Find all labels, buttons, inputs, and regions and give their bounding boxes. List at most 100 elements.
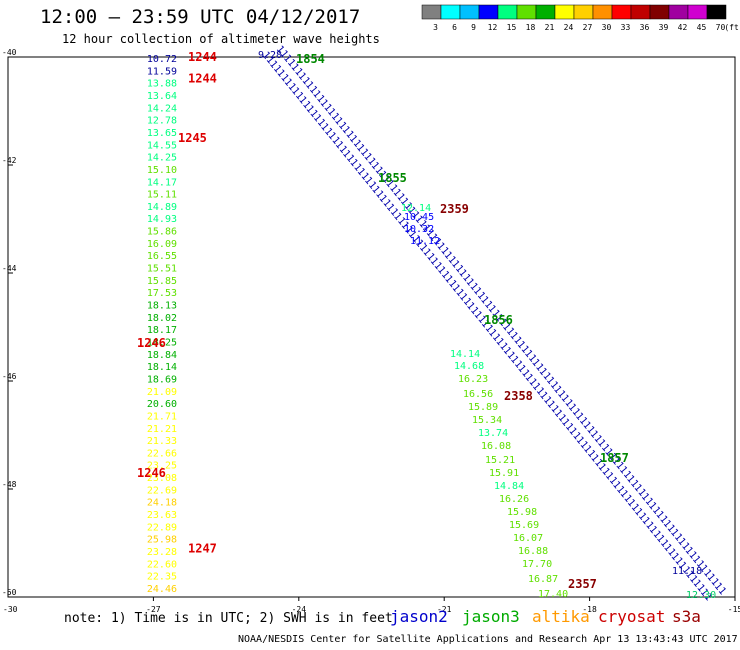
legend-swatch	[668, 4, 689, 20]
time-label-s3a: 2358	[504, 389, 533, 403]
time-label-jason3: 1856	[484, 313, 513, 327]
x-tick-label: -18	[582, 605, 597, 614]
data-point-jason3: 15.34	[472, 415, 502, 426]
data-point-jason2: 17.53	[147, 288, 177, 299]
legend-label: 33	[621, 23, 631, 32]
legend-swatch	[440, 4, 461, 20]
data-point-jason3: 16.87	[528, 574, 558, 585]
y-tick-label: -50	[2, 588, 17, 597]
data-point-jason2: 10.72	[147, 54, 177, 65]
legend-swatch	[573, 4, 594, 20]
legend-label: 39	[659, 23, 669, 32]
legend-swatch	[516, 4, 537, 20]
data-point-jason2: 23.63	[147, 510, 177, 521]
data-point-jason3: 10.45	[404, 212, 434, 223]
data-point-jason2: 21.71	[147, 411, 177, 422]
time-label-jason2: 1244	[188, 72, 217, 86]
time-label-jason3: 1855	[378, 171, 407, 185]
data-point-jason2: 18.84	[147, 350, 177, 361]
y-tick-label: -40	[2, 48, 17, 57]
data-point-jason3: 16.56	[463, 389, 493, 400]
data-point-jason2: 14.93	[147, 214, 177, 225]
y-tick-label: -44	[2, 264, 17, 273]
data-point-jason2: 18.14	[147, 362, 177, 373]
time-label-jason3: 1854	[296, 52, 325, 66]
time-label-jason2: 1246	[137, 336, 166, 350]
data-point-jason2: 18.25	[147, 337, 177, 348]
legend-swatch	[421, 4, 442, 20]
legend-swatch	[459, 4, 480, 20]
sat-s3a: s3a	[672, 607, 701, 626]
legend-label: 36	[640, 23, 650, 32]
legend-swatch	[497, 4, 518, 20]
legend-swatch	[554, 4, 575, 20]
data-point-jason3: 14.84	[494, 481, 524, 492]
data-point-jason3: 15.69	[509, 520, 539, 531]
data-point-jason2: 22.89	[147, 522, 177, 533]
data-point-jason2: 24.46	[147, 584, 177, 595]
data-point-jason2: 13.65	[147, 128, 177, 139]
legend-swatch	[592, 4, 613, 20]
x-tick-label: -27	[146, 605, 161, 614]
data-point-jason2: 22.66	[147, 448, 177, 459]
data-point-jason3: 17.40	[538, 589, 568, 600]
data-point-jason2: 14.24	[147, 103, 177, 114]
data-point-jason3: 15.91	[489, 468, 519, 479]
plot-frame	[7, 56, 736, 598]
data-point-jason2: 13.64	[147, 91, 177, 102]
data-point-jason3: 15.98	[507, 507, 537, 518]
legend-label: 45	[697, 23, 707, 32]
data-point-jason3: 16.26	[499, 494, 529, 505]
legend-label: 3	[433, 23, 438, 32]
legend-swatch	[478, 4, 499, 20]
data-point-jason2: 22.69	[147, 485, 177, 496]
data-point-jason2: 18.02	[147, 313, 177, 324]
data-point-jason2: 23.28	[147, 547, 177, 558]
data-point-jason2: 15.86	[147, 227, 177, 238]
legend-label: 27	[583, 23, 593, 32]
data-point-jason2: 20.60	[147, 399, 177, 410]
legend-label: 9	[471, 23, 476, 32]
data-point-jason3: 15.89	[468, 402, 498, 413]
data-point-jason3: 14.68	[454, 361, 484, 372]
sat-jason2: jason2	[390, 607, 448, 626]
data-point-jason2: 14.55	[147, 140, 177, 151]
data-point-jason2: 18.17	[147, 325, 177, 336]
data-point-jason2: 21.21	[147, 424, 177, 435]
credit-line: NOAA/NESDIS Center for Satellite Applica…	[238, 634, 738, 645]
data-point-jason2: 13.88	[147, 79, 177, 90]
y-tick-label: -46	[2, 372, 17, 381]
data-point-jason2: 22.35	[147, 572, 177, 583]
data-point-jason2: 21.33	[147, 436, 177, 447]
data-point-jason2: 15.51	[147, 264, 177, 275]
data-point-jason3: 11.12	[410, 236, 440, 247]
data-point-jason2: 18.13	[147, 301, 177, 312]
track-bottom-value: 11.18	[672, 566, 702, 577]
legend-swatch	[611, 4, 632, 20]
legend-label: 18	[526, 23, 536, 32]
data-point-jason3: 16.88	[518, 546, 548, 557]
data-point-jason2: 16.09	[147, 239, 177, 250]
x-tick-label: -15	[728, 605, 740, 614]
data-point-jason2: 23.25	[147, 461, 177, 472]
data-point-jason2: 15.11	[147, 190, 177, 201]
data-point-jason3: 16.23	[458, 374, 488, 385]
data-point-jason3: 13.74	[478, 428, 508, 439]
time-label-jason2: 1244	[188, 50, 217, 64]
legend-label: 30	[602, 23, 612, 32]
data-point-jason2: 25.98	[147, 535, 177, 546]
y-tick-label: -42	[2, 156, 17, 165]
sat-altika: altika	[532, 607, 590, 626]
legend-label: 12	[488, 23, 498, 32]
x-tick-label: -21	[437, 605, 452, 614]
data-point-jason2: 21.09	[147, 387, 177, 398]
x-tick-label: -30	[3, 605, 18, 614]
time-label-jason2: 1245	[178, 131, 207, 145]
chart-subtitle: 12 hour collection of altimeter wave hei…	[62, 32, 380, 46]
time-label-jason2: 1246	[137, 466, 166, 480]
data-point-jason2: 14.17	[147, 177, 177, 188]
data-point-jason2: 22.60	[147, 559, 177, 570]
legend-unit: (ft)	[724, 23, 740, 32]
data-point-jason3: 10.32	[404, 224, 434, 235]
